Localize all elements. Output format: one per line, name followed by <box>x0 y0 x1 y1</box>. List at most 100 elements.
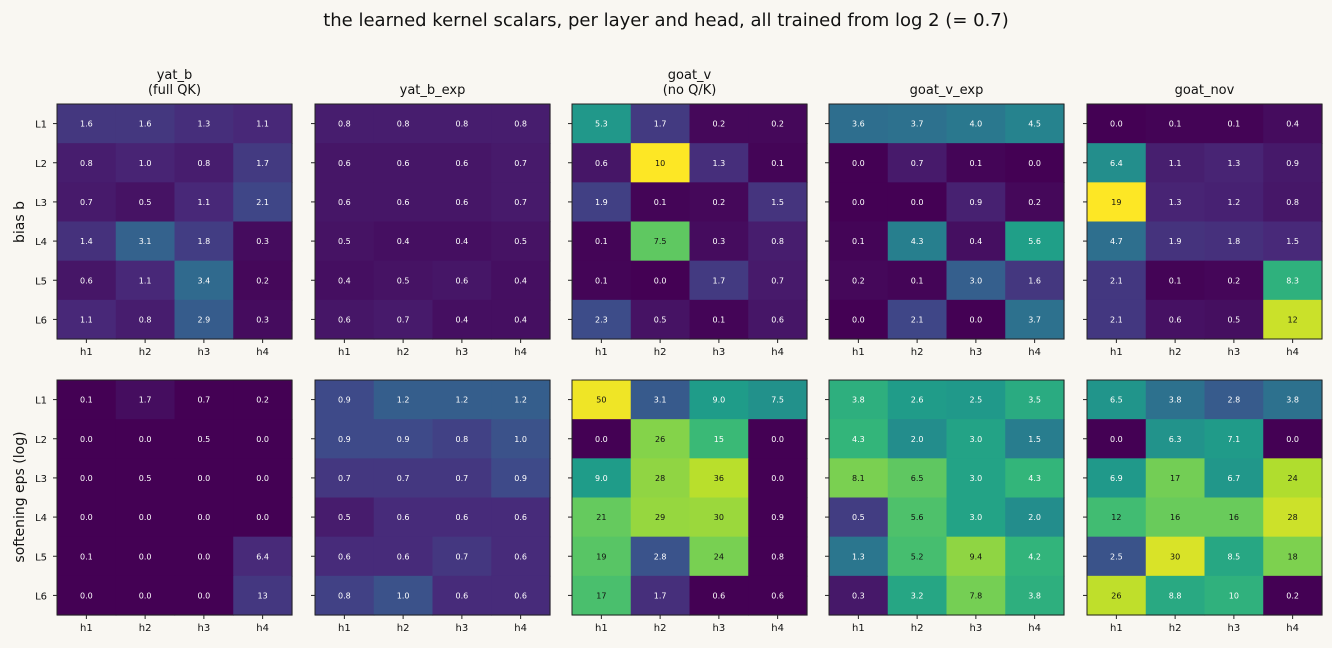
heatmap-cell <box>432 380 492 420</box>
heatmap-cell <box>1145 104 1206 144</box>
cell-value-label: 1.1 <box>80 315 93 324</box>
cell-value-label: 1.7 <box>654 120 667 129</box>
x-tick-label: h4 <box>1286 623 1299 634</box>
heatmap-cell <box>491 497 551 538</box>
cell-value-label: 0.1 <box>970 159 983 168</box>
heatmap-cell <box>174 419 234 459</box>
heatmap-cell <box>829 458 889 499</box>
cell-value-label: 3.8 <box>1286 396 1299 405</box>
cell-value-label: 0.6 <box>514 591 527 600</box>
heatmap-cell <box>946 536 1006 577</box>
cell-value-label: 0.6 <box>80 276 93 285</box>
cell-value-label: 3.1 <box>139 237 152 246</box>
heatmap-cell <box>491 260 551 301</box>
heatmap-cell <box>1263 380 1323 420</box>
heatmap-cell <box>315 104 375 144</box>
heatmap-cell <box>1087 143 1147 183</box>
cell-value-label: 0.6 <box>397 198 410 207</box>
cell-value-label: 1.1 <box>139 276 152 285</box>
cell-value-label: 24 <box>1288 474 1298 483</box>
heatmap-cell <box>115 182 176 223</box>
cell-value-label: 1.5 <box>771 198 784 207</box>
cell-value-label: 0.4 <box>1286 120 1299 129</box>
x-tick-label: h4 <box>1286 347 1299 358</box>
heatmap-cell <box>57 380 117 420</box>
heatmap-cell <box>1204 497 1264 538</box>
x-tick-label: h2 <box>139 347 152 358</box>
panel-frame <box>571 103 808 340</box>
heatmap-cell <box>630 143 691 183</box>
cell-value-label: 0.0 <box>198 552 211 561</box>
heatmap-panel: 0.1 1.7 0.7 0.2 0.0 0.0 0.5 0.0 0.0 0.5 0.0 0.0 0.0 0… <box>35 379 293 634</box>
cell-value-label: 28 <box>655 474 665 483</box>
cell-value-label: 2.8 <box>654 552 667 561</box>
heatmap-cell <box>373 458 434 499</box>
cell-value-label: 0.5 <box>338 513 351 522</box>
heatmap-cell <box>1263 104 1323 144</box>
y-tick-label: L4 <box>35 513 47 524</box>
heatmap-cell <box>174 260 234 301</box>
heatmap-cell <box>1005 221 1065 262</box>
cell-value-label: 16 <box>1229 513 1239 522</box>
heatmap-cell <box>1005 104 1065 144</box>
cell-value-label: 0.5 <box>1228 315 1241 324</box>
heatmap-cell <box>1087 221 1147 262</box>
cell-value-label: 3.2 <box>911 591 924 600</box>
cell-value-label: 0.0 <box>139 591 152 600</box>
cell-value-label: 0.0 <box>654 276 667 285</box>
heatmap-cell <box>57 458 117 499</box>
heatmap-cell <box>1263 182 1323 223</box>
heatmap-cell <box>1005 143 1065 183</box>
cell-value-label: 0.8 <box>338 591 351 600</box>
row-label-softening: softening eps (log) <box>12 431 28 562</box>
cell-value-label: 1.3 <box>1169 198 1182 207</box>
cell-value-label: 0.0 <box>1286 435 1299 444</box>
heatmap-cell <box>115 299 176 340</box>
cell-value-label: 2.9 <box>198 315 211 324</box>
heatmap-cell <box>829 260 889 301</box>
cell-value-label: 7.1 <box>1228 435 1241 444</box>
y-tick-label: L5 <box>35 276 47 287</box>
cell-value-label: 0.0 <box>771 474 784 483</box>
heatmap-cell <box>1005 536 1065 577</box>
cell-value-label: 24 <box>714 552 724 561</box>
cell-value-label: 0.0 <box>595 435 608 444</box>
cell-value-label: 0.1 <box>654 198 667 207</box>
heatmap-cell <box>829 143 889 183</box>
cell-value-label: 2.5 <box>1110 552 1123 561</box>
cell-value-label: 2.6 <box>911 396 924 405</box>
cell-value-label: 0.1 <box>1169 276 1182 285</box>
cell-value-label: 3.0 <box>970 276 983 285</box>
heatmap-cell <box>572 419 632 459</box>
cell-value-label: 0.5 <box>852 513 865 522</box>
cell-value-label: 0.6 <box>1169 315 1182 324</box>
cell-value-label: 1.0 <box>514 435 527 444</box>
heatmap-cell <box>748 143 808 183</box>
heatmap-cell <box>887 458 948 499</box>
panel-frame <box>56 103 293 340</box>
heatmap-cell <box>946 182 1006 223</box>
heatmap-cell <box>315 458 375 499</box>
panel-title: yat_b_exp <box>400 83 466 98</box>
cell-value-label: 0.6 <box>456 591 469 600</box>
heatmap-cell <box>887 497 948 538</box>
panel-frame <box>828 379 1065 616</box>
cell-value-label: 6.3 <box>1169 435 1182 444</box>
cell-value-label: 0.8 <box>456 435 469 444</box>
heatmap-cell <box>1263 536 1323 577</box>
heatmap-cell <box>630 299 691 340</box>
heatmap-cell <box>829 182 889 223</box>
cell-value-label: 3.8 <box>1169 396 1182 405</box>
heatmap-cell <box>630 380 691 420</box>
heatmap-cell <box>432 536 492 577</box>
cell-value-label: 0.3 <box>256 315 269 324</box>
heatmap-cell <box>115 104 176 144</box>
panel-title: (no Q/K) <box>663 83 717 98</box>
heatmap-cell <box>572 575 632 616</box>
cell-value-label: 1.7 <box>256 159 269 168</box>
y-tick-label: L3 <box>35 198 47 209</box>
cell-value-label: 1.6 <box>1028 276 1041 285</box>
cell-value-label: 0.6 <box>456 159 469 168</box>
heatmap-cell <box>630 536 691 577</box>
cell-value-label: 0.4 <box>970 237 983 246</box>
